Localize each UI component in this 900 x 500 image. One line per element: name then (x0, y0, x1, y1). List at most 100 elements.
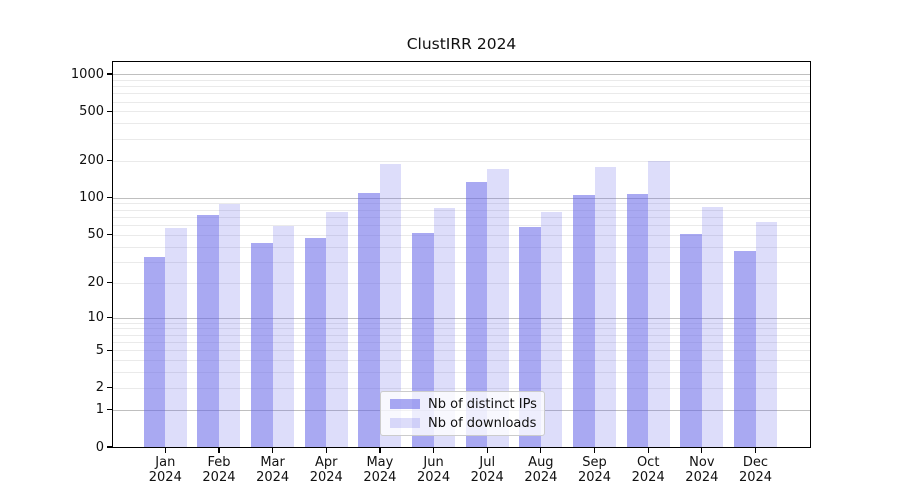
y-tick-mark (107, 73, 113, 75)
y-tick-label-1000: 1000 (70, 66, 104, 82)
bar-mar-distinct-ips (251, 242, 273, 447)
y-tick-label-2: 2 (95, 380, 104, 396)
x-tick-label-jun: Jun 2024 (417, 454, 451, 485)
gridline-700 (113, 93, 810, 95)
y-tick-mark (107, 316, 113, 319)
gridline-8 (113, 328, 810, 330)
gridline-2 (113, 387, 810, 389)
plot-area (113, 62, 810, 447)
y-tick-label-10: 10 (87, 310, 104, 326)
y-tick-label-200: 200 (79, 153, 104, 169)
x-tick-mark (754, 447, 757, 453)
bar-jan-distinct-ips (143, 256, 166, 447)
bar-dec-distinct-ips (734, 250, 756, 447)
gridline-6 (113, 341, 810, 343)
x-tick-mark (486, 447, 488, 453)
bar-nov-downloads (701, 207, 724, 447)
bar-jul-distinct-ips (465, 181, 488, 447)
bar-may-distinct-ips (358, 192, 380, 447)
x-tick-label-oct: Oct 2024 (631, 454, 665, 485)
x-tick-mark (218, 447, 220, 453)
bar-jan-downloads (165, 227, 187, 447)
y-tick-label-0: 0 (95, 439, 104, 455)
x-tick-label-feb: Feb 2024 (202, 454, 236, 485)
gridline-5 (113, 350, 810, 352)
x-tick-mark (647, 447, 649, 453)
legend-swatch-downloads-icon (390, 417, 420, 429)
chart-title: ClustIRR 2024 (406, 35, 517, 53)
gridline-100 (113, 197, 810, 199)
bar-apr-downloads (326, 211, 348, 447)
gridline-90 (113, 203, 810, 205)
bar-feb-downloads (218, 204, 241, 447)
gridline-1000 (113, 74, 810, 75)
gridline-50 (113, 234, 810, 236)
y-tick-label-50: 50 (87, 227, 104, 243)
bar-feb-distinct-ips (197, 214, 219, 447)
x-tick-label-mar: Mar 2024 (256, 454, 290, 485)
x-tick-label-dec: Dec 2024 (738, 454, 773, 485)
y-tick-mark (107, 282, 113, 284)
x-tick-mark (272, 447, 274, 453)
y-tick-mark (107, 349, 113, 351)
legend-label-distinct-ips: Nb of distinct IPs (428, 396, 537, 412)
y-tick-label-500: 500 (79, 103, 104, 119)
gridline-600 (113, 101, 810, 103)
gridline-3 (113, 372, 810, 374)
y-tick-mark (107, 160, 113, 162)
gridline-10 (113, 317, 810, 319)
bar-apr-distinct-ips (304, 237, 327, 447)
y-tick-mark (107, 408, 113, 411)
legend-item-distinct-ips: Nb of distinct IPs (390, 396, 537, 412)
x-tick-mark (164, 447, 166, 453)
bar-oct-distinct-ips (626, 193, 649, 447)
x-tick-mark (325, 447, 327, 453)
y-tick-label-5: 5 (95, 342, 104, 358)
gridline-60 (113, 225, 810, 227)
legend-swatch-distinct-ips-icon (390, 398, 420, 410)
y-tick-label-20: 20 (87, 275, 104, 291)
gridline-900 (113, 79, 810, 81)
y-tick-mark (107, 234, 113, 236)
y-tick-mark (107, 197, 113, 199)
legend-label-downloads: Nb of downloads (428, 415, 537, 431)
y-tick-mark (107, 387, 113, 389)
x-tick-mark (379, 447, 381, 453)
x-tick-label-sep: Sep 2024 (577, 454, 612, 485)
y-tick-mark (107, 110, 113, 112)
y-tick-label-100: 100 (79, 190, 104, 206)
x-tick-label-nov: Nov 2024 (685, 454, 719, 485)
x-tick-label-jul: Jul 2024 (470, 454, 504, 485)
bar-mar-downloads (272, 225, 295, 447)
gridline-20 (113, 282, 810, 284)
gridline-4 (113, 360, 810, 362)
x-tick-label-jan: Jan 2024 (148, 454, 182, 485)
gridline-30 (113, 261, 810, 263)
gridline-40 (113, 246, 810, 248)
bar-may-downloads (379, 164, 402, 447)
y-tick-mark (107, 446, 113, 448)
gridline-80 (113, 209, 810, 211)
x-tick-label-aug: Aug 2024 (524, 454, 558, 485)
legend: Nb of distinct IPs Nb of downloads (380, 391, 545, 436)
gridline-9 (113, 322, 810, 324)
gridline-7 (113, 334, 810, 336)
bar-jul-downloads (487, 169, 509, 447)
x-tick-mark (540, 447, 542, 453)
gridline-400 (113, 123, 810, 125)
x-tick-label-may: May 2024 (363, 454, 397, 485)
bar-jun-downloads (433, 207, 456, 447)
bar-aug-downloads (540, 212, 563, 447)
gridline-800 (113, 86, 810, 88)
x-tick-mark (593, 447, 596, 453)
gridline-200 (113, 160, 810, 162)
bar-nov-distinct-ips (680, 233, 702, 447)
legend-item-downloads: Nb of downloads (390, 415, 537, 431)
x-tick-mark (432, 447, 435, 453)
gridline-300 (113, 138, 810, 140)
bar-oct-downloads (648, 160, 670, 447)
bar-sep-downloads (594, 167, 617, 447)
bar-sep-distinct-ips (573, 195, 595, 447)
x-tick-label-apr: Apr 2024 (309, 454, 343, 485)
